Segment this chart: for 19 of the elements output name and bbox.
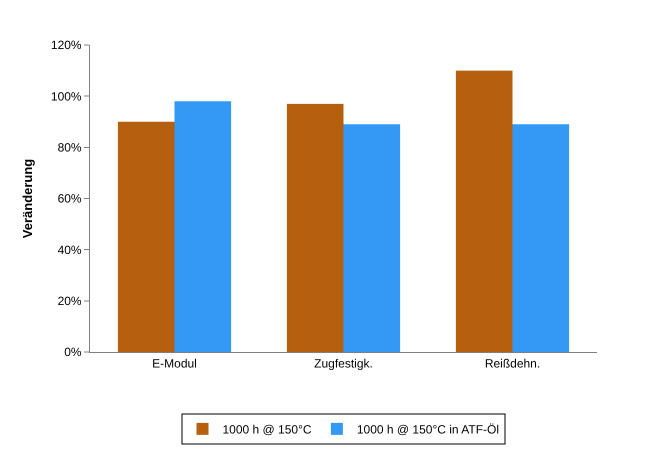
x-tick-label: Zugfestigk. bbox=[314, 356, 373, 370]
legend-label: 1000 h @ 150°C in ATF-Öl bbox=[356, 422, 500, 437]
bar bbox=[456, 70, 512, 352]
bar bbox=[344, 124, 400, 352]
y-tick-label: 20% bbox=[58, 294, 82, 308]
x-tick-label: E-Modul bbox=[152, 356, 197, 370]
legend-label: 1000 h @ 150°C bbox=[222, 422, 312, 437]
bar bbox=[512, 124, 570, 352]
x-tick-label: Reißdehn. bbox=[484, 356, 540, 370]
y-tick-label: 40% bbox=[58, 242, 82, 257]
bar bbox=[286, 104, 344, 352]
y-tick-label: 60% bbox=[58, 192, 82, 206]
y-tick-label: 0% bbox=[64, 345, 82, 360]
y-tick-label: 100% bbox=[50, 89, 82, 104]
bar bbox=[174, 101, 232, 352]
y-tick-label: 80% bbox=[58, 140, 82, 155]
y-axis-title: Veränderung bbox=[20, 158, 35, 238]
bar bbox=[118, 122, 174, 352]
y-tick-label: 120% bbox=[50, 38, 82, 52]
